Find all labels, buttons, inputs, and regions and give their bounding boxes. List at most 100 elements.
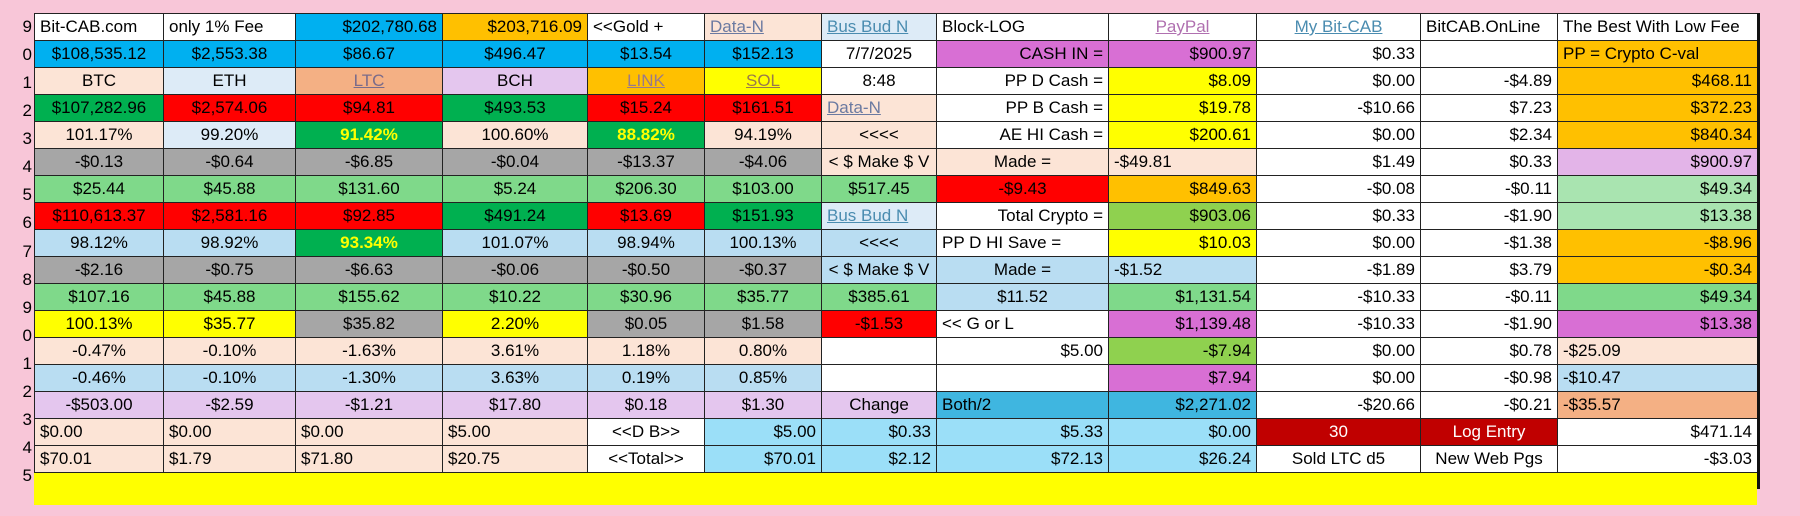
spreadsheet-cell[interactable]: $1.58 (704, 310, 822, 338)
spreadsheet-cell[interactable]: $1,139.48 (1108, 310, 1257, 338)
spreadsheet-cell[interactable]: 0.80% (704, 337, 822, 365)
spreadsheet-cell[interactable]: -$0.34 (1557, 256, 1758, 284)
spreadsheet-cell[interactable]: $15.24 (587, 94, 705, 122)
spreadsheet-cell[interactable]: 94.19% (704, 121, 822, 149)
spreadsheet-cell[interactable]: $49.34 (1557, 175, 1758, 203)
spreadsheet-cell[interactable]: $72.13 (936, 445, 1109, 473)
spreadsheet-cell[interactable]: $5.00 (936, 337, 1109, 365)
spreadsheet-cell[interactable]: $0.33 (821, 418, 937, 446)
spreadsheet-cell[interactable]: -0.46% (34, 364, 164, 392)
spreadsheet-cell[interactable]: PP D HI Save = (936, 229, 1109, 257)
spreadsheet-cell[interactable]: $35.82 (295, 310, 443, 338)
spreadsheet-cell[interactable]: $161.51 (704, 94, 822, 122)
spreadsheet-cell[interactable]: -$0.11 (1420, 175, 1558, 203)
spreadsheet-cell[interactable]: ETH (163, 67, 296, 95)
spreadsheet-cell[interactable]: $0.78 (1420, 337, 1558, 365)
spreadsheet-cell[interactable]: Total Crypto = (936, 202, 1109, 230)
spreadsheet-cell[interactable]: $0.00 (1256, 337, 1421, 365)
spreadsheet-cell[interactable]: 1.18% (587, 337, 705, 365)
spreadsheet-cell[interactable]: -$0.11 (1420, 283, 1558, 311)
link-cell[interactable]: Bus Bud N (821, 13, 937, 41)
spreadsheet-cell[interactable]: $2,271.02 (1108, 391, 1257, 419)
spreadsheet-cell[interactable]: $1,131.54 (1108, 283, 1257, 311)
spreadsheet-cell[interactable]: BCH (442, 67, 588, 95)
spreadsheet-cell[interactable]: $20.75 (442, 445, 588, 473)
spreadsheet-cell[interactable]: -$2.16 (34, 256, 164, 284)
link-cell[interactable]: Bus Bud N (821, 202, 937, 230)
spreadsheet-cell[interactable]: $8.09 (1108, 67, 1257, 95)
spreadsheet-cell[interactable]: 2.20% (442, 310, 588, 338)
spreadsheet-cell[interactable]: $70.01 (34, 445, 164, 473)
spreadsheet-cell[interactable]: $493.53 (442, 94, 588, 122)
spreadsheet-cell[interactable]: $25.44 (34, 175, 164, 203)
spreadsheet-cell[interactable]: Log Entry (1420, 418, 1558, 446)
spreadsheet-cell[interactable]: only 1% Fee (163, 13, 296, 41)
spreadsheet-cell[interactable]: 3.63% (442, 364, 588, 392)
spreadsheet-cell[interactable]: 98.12% (34, 229, 164, 257)
spreadsheet-cell[interactable]: Sold LTC d5 (1256, 445, 1421, 473)
spreadsheet-cell[interactable]: < $ Make $ V (821, 256, 937, 284)
spreadsheet-cell[interactable]: $1.49 (1256, 148, 1421, 176)
spreadsheet-cell[interactable]: The Best With Low Fee (1557, 13, 1758, 41)
spreadsheet-cell[interactable]: Both/2 (936, 391, 1109, 419)
spreadsheet-cell[interactable]: -$2.59 (163, 391, 296, 419)
spreadsheet-cell[interactable]: -$3.03 (1557, 445, 1758, 473)
spreadsheet-cell[interactable]: $903.06 (1108, 202, 1257, 230)
spreadsheet-cell[interactable]: $30.96 (587, 283, 705, 311)
spreadsheet-cell[interactable]: -$20.66 (1256, 391, 1421, 419)
spreadsheet-cell[interactable]: 100.13% (704, 229, 822, 257)
spreadsheet-cell[interactable]: -$0.37 (704, 256, 822, 284)
spreadsheet-cell[interactable]: $471.14 (1557, 418, 1758, 446)
spreadsheet-cell[interactable]: -$503.00 (34, 391, 164, 419)
link-cell[interactable]: Data-N (821, 94, 937, 122)
spreadsheet-cell[interactable]: PP = Crypto C-val (1557, 40, 1758, 68)
spreadsheet-cell[interactable]: -$4.06 (704, 148, 822, 176)
spreadsheet-cell[interactable]: 0.19% (587, 364, 705, 392)
spreadsheet-cell[interactable]: << G or L (936, 310, 1109, 338)
spreadsheet-cell[interactable]: PP B Cash = (936, 94, 1109, 122)
spreadsheet-cell[interactable]: $17.80 (442, 391, 588, 419)
spreadsheet-cell[interactable]: -$10.47 (1557, 364, 1758, 392)
spreadsheet-cell[interactable]: $200.61 (1108, 121, 1257, 149)
spreadsheet-cell[interactable]: New Web Pgs (1420, 445, 1558, 473)
spreadsheet-cell[interactable]: $491.24 (442, 202, 588, 230)
spreadsheet-cell[interactable]: $70.01 (704, 445, 822, 473)
spreadsheet-cell[interactable]: $92.85 (295, 202, 443, 230)
spreadsheet-cell[interactable]: -$1.38 (1420, 229, 1558, 257)
spreadsheet-cell[interactable]: -$0.13 (34, 148, 164, 176)
spreadsheet-cell[interactable]: $0.00 (163, 418, 296, 446)
spreadsheet-cell[interactable]: $5.00 (704, 418, 822, 446)
spreadsheet-cell[interactable]: $19.78 (1108, 94, 1257, 122)
spreadsheet-cell[interactable]: -$6.63 (295, 256, 443, 284)
spreadsheet-cell[interactable]: Bit-CAB.com (34, 13, 164, 41)
spreadsheet-cell[interactable]: -$13.37 (587, 148, 705, 176)
spreadsheet-cell[interactable]: $0.33 (1256, 202, 1421, 230)
spreadsheet-cell[interactable]: <<<< (821, 121, 937, 149)
spreadsheet-cell[interactable]: -$1.90 (1420, 310, 1558, 338)
spreadsheet-cell[interactable]: $86.67 (295, 40, 443, 68)
spreadsheet-cell[interactable]: < $ Make $ V (821, 148, 937, 176)
spreadsheet-cell[interactable]: -0.10% (163, 364, 296, 392)
spreadsheet-cell[interactable]: $3.79 (1420, 256, 1558, 284)
spreadsheet-cell[interactable]: -$0.08 (1256, 175, 1421, 203)
spreadsheet-cell[interactable]: -$0.64 (163, 148, 296, 176)
spreadsheet-cell[interactable]: $151.93 (704, 202, 822, 230)
spreadsheet-cell[interactable]: $2.12 (821, 445, 937, 473)
spreadsheet-cell[interactable]: Made = (936, 148, 1109, 176)
spreadsheet-cell[interactable]: $71.80 (295, 445, 443, 473)
spreadsheet-cell[interactable]: $0.18 (587, 391, 705, 419)
spreadsheet-cell[interactable]: $0.05 (587, 310, 705, 338)
spreadsheet-cell[interactable]: $35.77 (704, 283, 822, 311)
spreadsheet-cell[interactable]: -$0.21 (1420, 391, 1558, 419)
spreadsheet-cell[interactable]: 100.13% (34, 310, 164, 338)
spreadsheet-cell[interactable]: -$0.06 (442, 256, 588, 284)
spreadsheet-cell[interactable]: $155.62 (295, 283, 443, 311)
spreadsheet-cell[interactable]: <<D B>> (587, 418, 705, 446)
spreadsheet-cell[interactable]: $13.38 (1557, 202, 1758, 230)
spreadsheet-cell[interactable]: $2.34 (1420, 121, 1558, 149)
link-cell[interactable]: SOL (704, 67, 822, 95)
spreadsheet-cell[interactable]: $840.34 (1557, 121, 1758, 149)
spreadsheet-cell[interactable]: 7/7/2025 (821, 40, 937, 68)
spreadsheet-cell[interactable]: $202,780.68 (295, 13, 443, 41)
spreadsheet-cell[interactable]: $2,553.38 (163, 40, 296, 68)
